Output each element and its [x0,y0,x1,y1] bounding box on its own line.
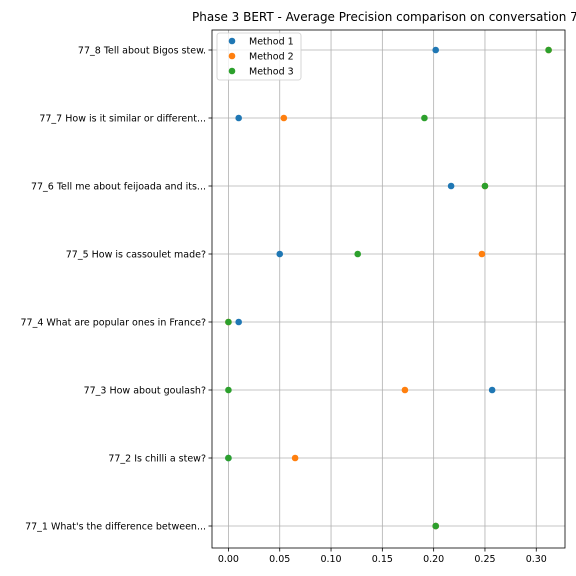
x-tick-label: 0.25 [474,554,495,565]
y-tick-label: 77_3 How about goulash? [84,386,206,397]
point-method-3 [481,182,489,190]
point-method-2 [478,250,486,258]
point-method-1 [447,182,455,190]
data-points [225,46,552,530]
legend-label: Method 1 [249,37,294,48]
plot-frame [211,29,566,549]
y-axis-ticks: 77_8 Tell about Bigos stew. 77_7 How is i… [20,46,212,533]
point-method-3 [432,522,440,530]
point-method-3 [545,46,552,54]
legend-label: Method 2 [249,52,294,63]
x-tick-label: 0.10 [320,554,341,565]
y-tick-label: 77_1 What's the difference between... [25,522,206,533]
legend-marker [228,37,236,45]
grid [212,30,565,548]
point-method-1 [235,318,242,326]
y-tick-label: 77_7 How is it similar or different... [39,114,206,125]
point-method-1 [488,386,496,394]
x-axis-ticks: 0.00 0.05 0.10 0.15 0.20 0.25 0.30 [218,548,547,565]
x-tick-label: 0.00 [218,554,239,565]
point-method-3 [225,386,232,394]
point-method-1 [432,46,440,54]
chart-title: Phase 3 BERT - Average Precision compari… [192,10,576,24]
x-tick-label: 0.30 [526,554,547,565]
legend-marker [228,67,236,75]
point-method-2 [280,114,288,122]
point-method-1 [276,250,284,258]
y-tick-label: 77_2 Is chilli a stew? [108,454,206,465]
x-tick-label: 0.05 [269,554,290,565]
y-tick-label: 77_8 Tell about Bigos stew. [78,46,206,57]
point-method-1 [235,114,242,122]
point-method-2 [291,454,299,462]
legend: Method 1 Method 2 Method 3 [216,32,302,81]
point-method-3 [225,454,232,462]
x-tick-label: 0.20 [423,554,444,565]
legend-label: Method 3 [249,67,294,78]
y-tick-label: 77_6 Tell me about feijoada and its... [31,182,206,193]
y-tick-label: 77_4 What are popular ones in France? [20,318,206,329]
legend-marker [228,52,236,60]
legend-box [216,32,302,81]
point-method-3 [354,250,362,258]
point-method-3 [225,318,232,326]
y-tick-label: 77_5 How is cassoulet made? [66,250,206,261]
x-tick-label: 0.15 [372,554,393,565]
point-method-3 [421,114,428,122]
point-method-2 [401,386,409,394]
